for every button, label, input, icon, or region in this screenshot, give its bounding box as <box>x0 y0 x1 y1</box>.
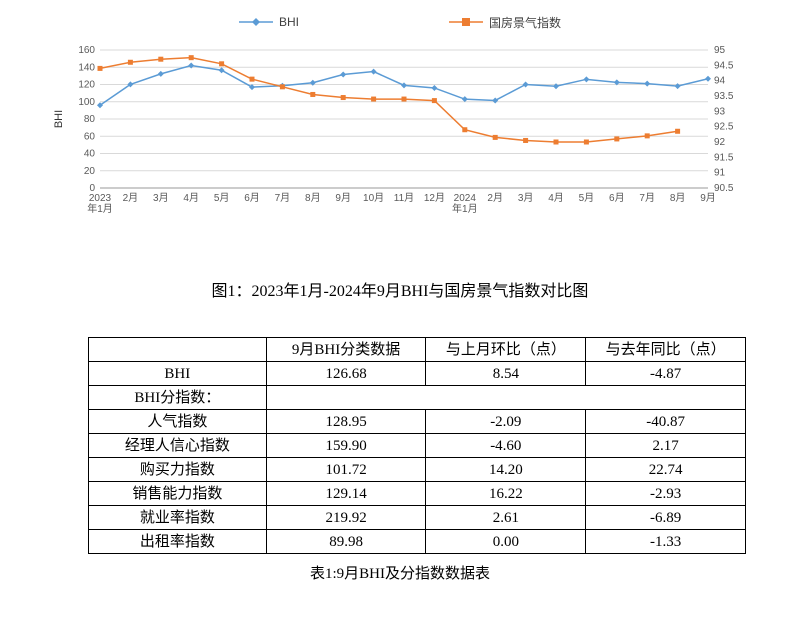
legend-item-climate-index: 国房景气指数 <box>449 14 561 31</box>
svg-text:3月: 3月 <box>153 192 169 204</box>
table-cell: 2.17 <box>585 433 746 458</box>
table-cell: -4.60 <box>425 433 587 458</box>
table-header-row: 9月BHI分类数据 与上月环比（点） 与去年同比（点） <box>88 337 746 362</box>
svg-text:5月: 5月 <box>579 192 595 204</box>
svg-text:2023年1月: 2023 年1月 <box>87 193 113 215</box>
bhi-line-marker-icon <box>238 17 273 27</box>
svg-text:140: 140 <box>78 62 95 73</box>
row-label: 购买力指数 <box>88 457 267 482</box>
svg-text:2月: 2月 <box>123 192 139 204</box>
chart-area: 0 20 40 60 80 100 120 140 160 90.5 91 91.5 92 92.5 93 9… <box>52 40 800 225</box>
svg-text:80: 80 <box>84 114 96 125</box>
table-cell: -6.89 <box>585 505 746 530</box>
table-row: 人气指数 128.95 -2.09 -40.87 <box>88 409 746 434</box>
table-row: 出租率指数 89.98 0.00 -1.33 <box>88 529 746 554</box>
svg-text:160: 160 <box>78 45 95 56</box>
svg-text:91.5: 91.5 <box>714 152 734 163</box>
svg-text:7月: 7月 <box>639 192 655 204</box>
svg-text:10月: 10月 <box>363 192 384 204</box>
svg-text:93.5: 93.5 <box>714 91 734 102</box>
svg-text:60: 60 <box>84 131 96 142</box>
row-label: BHI分指数： <box>88 385 267 410</box>
header-cell-blank <box>88 337 267 362</box>
svg-text:4月: 4月 <box>183 192 199 204</box>
svg-text:20: 20 <box>84 166 96 177</box>
table-row: BHI 126.68 8.54 -4.87 <box>88 361 746 386</box>
table-cell: 16.22 <box>425 481 587 506</box>
row-label: 经理人信心指数 <box>88 433 267 458</box>
svg-text:11月: 11月 <box>394 192 414 204</box>
row-label: 就业率指数 <box>88 505 267 530</box>
chart-legend: BHI 国房景气指数 <box>0 0 800 32</box>
svg-text:95: 95 <box>714 45 726 56</box>
svg-text:93: 93 <box>714 106 726 117</box>
table-cell-empty <box>265 385 747 410</box>
svg-text:40: 40 <box>84 149 96 160</box>
table-cell: 219.92 <box>265 505 427 530</box>
svg-text:90.5: 90.5 <box>714 183 734 194</box>
header-cell-yoy: 与去年同比（点） <box>585 337 746 362</box>
table-cell: 89.98 <box>265 529 427 554</box>
table-cell: -2.09 <box>425 409 587 434</box>
table-row: 销售能力指数 129.14 16.22 -2.93 <box>88 481 746 506</box>
table-cell: 129.14 <box>265 481 427 506</box>
row-label: 销售能力指数 <box>88 481 267 506</box>
legend-label-bhi: BHI <box>278 15 299 29</box>
bhi-climate-line-chart: 0 20 40 60 80 100 120 140 160 90.5 91 91.5 92 92.5 93 9… <box>53 45 734 215</box>
table-cell: 101.72 <box>265 457 427 482</box>
header-cell-mom: 与上月环比（点） <box>425 337 587 362</box>
table-cell: -1.33 <box>585 529 746 554</box>
svg-text:120: 120 <box>78 80 95 91</box>
svg-text:BHI: BHI <box>53 110 65 128</box>
svg-text:0: 0 <box>89 183 95 194</box>
table-cell: 2.61 <box>425 505 587 530</box>
svg-text:94: 94 <box>714 76 726 87</box>
svg-text:4月: 4月 <box>548 192 564 204</box>
table-cell: 159.90 <box>265 433 427 458</box>
svg-text:5月: 5月 <box>214 192 230 204</box>
table-row: 经理人信心指数 159.90 -4.60 2.17 <box>88 433 746 458</box>
table-cell: -40.87 <box>585 409 746 434</box>
table-cell: 22.74 <box>585 457 746 482</box>
svg-text:7月: 7月 <box>275 192 291 204</box>
bhi-data-table: 9月BHI分类数据 与上月环比（点） 与去年同比（点） BHI 126.68 8… <box>88 337 747 554</box>
legend-item-bhi: BHI <box>238 15 299 29</box>
svg-text:8月: 8月 <box>670 192 686 204</box>
svg-text:12月: 12月 <box>424 192 445 204</box>
row-label: 人气指数 <box>88 409 267 434</box>
svg-text:8月: 8月 <box>305 192 321 204</box>
table-row-section: BHI分指数： <box>88 385 747 410</box>
figure-caption: 图1：2023年1月-2024年9月BHI与国房景气指数对比图 <box>211 283 589 300</box>
climate-index-line-marker-icon <box>449 17 483 27</box>
table-cell: 126.68 <box>265 361 427 386</box>
svg-text:92: 92 <box>714 137 726 148</box>
svg-text:100: 100 <box>78 97 95 108</box>
header-cell-september-data: 9月BHI分类数据 <box>265 337 427 362</box>
row-label: BHI <box>88 361 267 386</box>
table-cell: -4.87 <box>585 361 746 386</box>
legend-label-climate-index: 国房景气指数 <box>489 15 562 30</box>
table-cell: 0.00 <box>425 529 587 554</box>
table-row: 就业率指数 219.92 2.61 -6.89 <box>88 505 746 530</box>
svg-text:6月: 6月 <box>609 192 625 204</box>
svg-text:6月: 6月 <box>244 192 260 204</box>
table-cell: 128.95 <box>265 409 427 434</box>
svg-text:9月: 9月 <box>700 192 716 204</box>
table-cell: 8.54 <box>425 361 587 386</box>
svg-text:92.5: 92.5 <box>714 122 734 133</box>
svg-text:94.5: 94.5 <box>714 60 734 71</box>
table-caption: 表1:9月BHI及分指数数据表 <box>309 566 490 582</box>
row-label: 出租率指数 <box>88 529 267 554</box>
table-cell: -2.93 <box>585 481 746 506</box>
table-cell: 14.20 <box>425 457 587 482</box>
svg-text:9月: 9月 <box>335 192 351 204</box>
table-row: 购买力指数 101.72 14.20 22.74 <box>88 457 746 482</box>
svg-text:91: 91 <box>714 168 726 179</box>
svg-text:3月: 3月 <box>518 192 534 204</box>
svg-text:2月: 2月 <box>487 192 503 204</box>
